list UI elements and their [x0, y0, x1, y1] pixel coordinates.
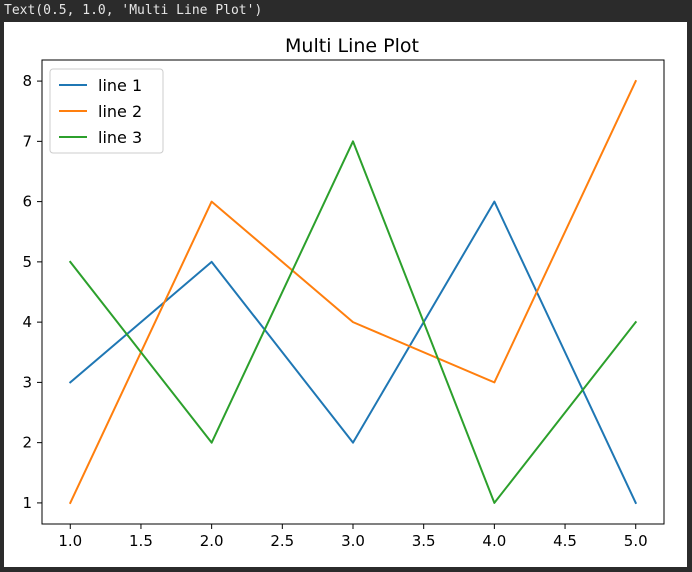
chart-figure: Multi Line Plot 1.0 1.5 2.0 2.5 3.0 3.5 4.0 4.5… — [4, 22, 687, 567]
line-chart: Multi Line Plot 1.0 1.5 2.0 2.5 3.0 3.5 4.0 4.5… — [22, 35, 665, 550]
y-tick-label: 8 — [22, 72, 32, 90]
chart-title: Multi Line Plot — [285, 35, 419, 57]
series-line-2 — [68, 79, 638, 505]
y-tick-label: 3 — [22, 373, 32, 391]
legend: line 1 line 2 line 3 — [49, 68, 164, 154]
x-tick-label: 3.0 — [341, 532, 365, 550]
x-tick-label: 4.5 — [553, 532, 577, 550]
y-tick-label: 1 — [22, 494, 32, 512]
legend-label-1: line 1 — [98, 76, 142, 95]
y-tick-label: 5 — [22, 253, 32, 271]
x-tick-label: 2.0 — [200, 532, 224, 550]
y-tick-label: 2 — [22, 434, 32, 452]
x-tick-label: 1.5 — [129, 532, 153, 550]
x-tick-label: 1.0 — [58, 532, 82, 550]
legend-label-2: line 2 — [98, 102, 142, 121]
x-tick-label: 5.0 — [624, 532, 648, 550]
y-tick-label: 4 — [22, 313, 32, 331]
x-tick-label: 3.5 — [412, 532, 436, 550]
cell-output-text: Text(0.5, 1.0, 'Multi Line Plot') — [4, 3, 263, 18]
x-tick-label: 4.0 — [482, 532, 506, 550]
y-tick-label: 7 — [22, 132, 32, 150]
legend-box — [49, 68, 164, 154]
series-line-3 — [68, 140, 638, 504]
x-tick-label: 2.5 — [270, 532, 294, 550]
legend-label-3: line 3 — [98, 128, 142, 147]
y-tick-label: 6 — [22, 193, 32, 211]
series-line-1 — [68, 200, 638, 505]
